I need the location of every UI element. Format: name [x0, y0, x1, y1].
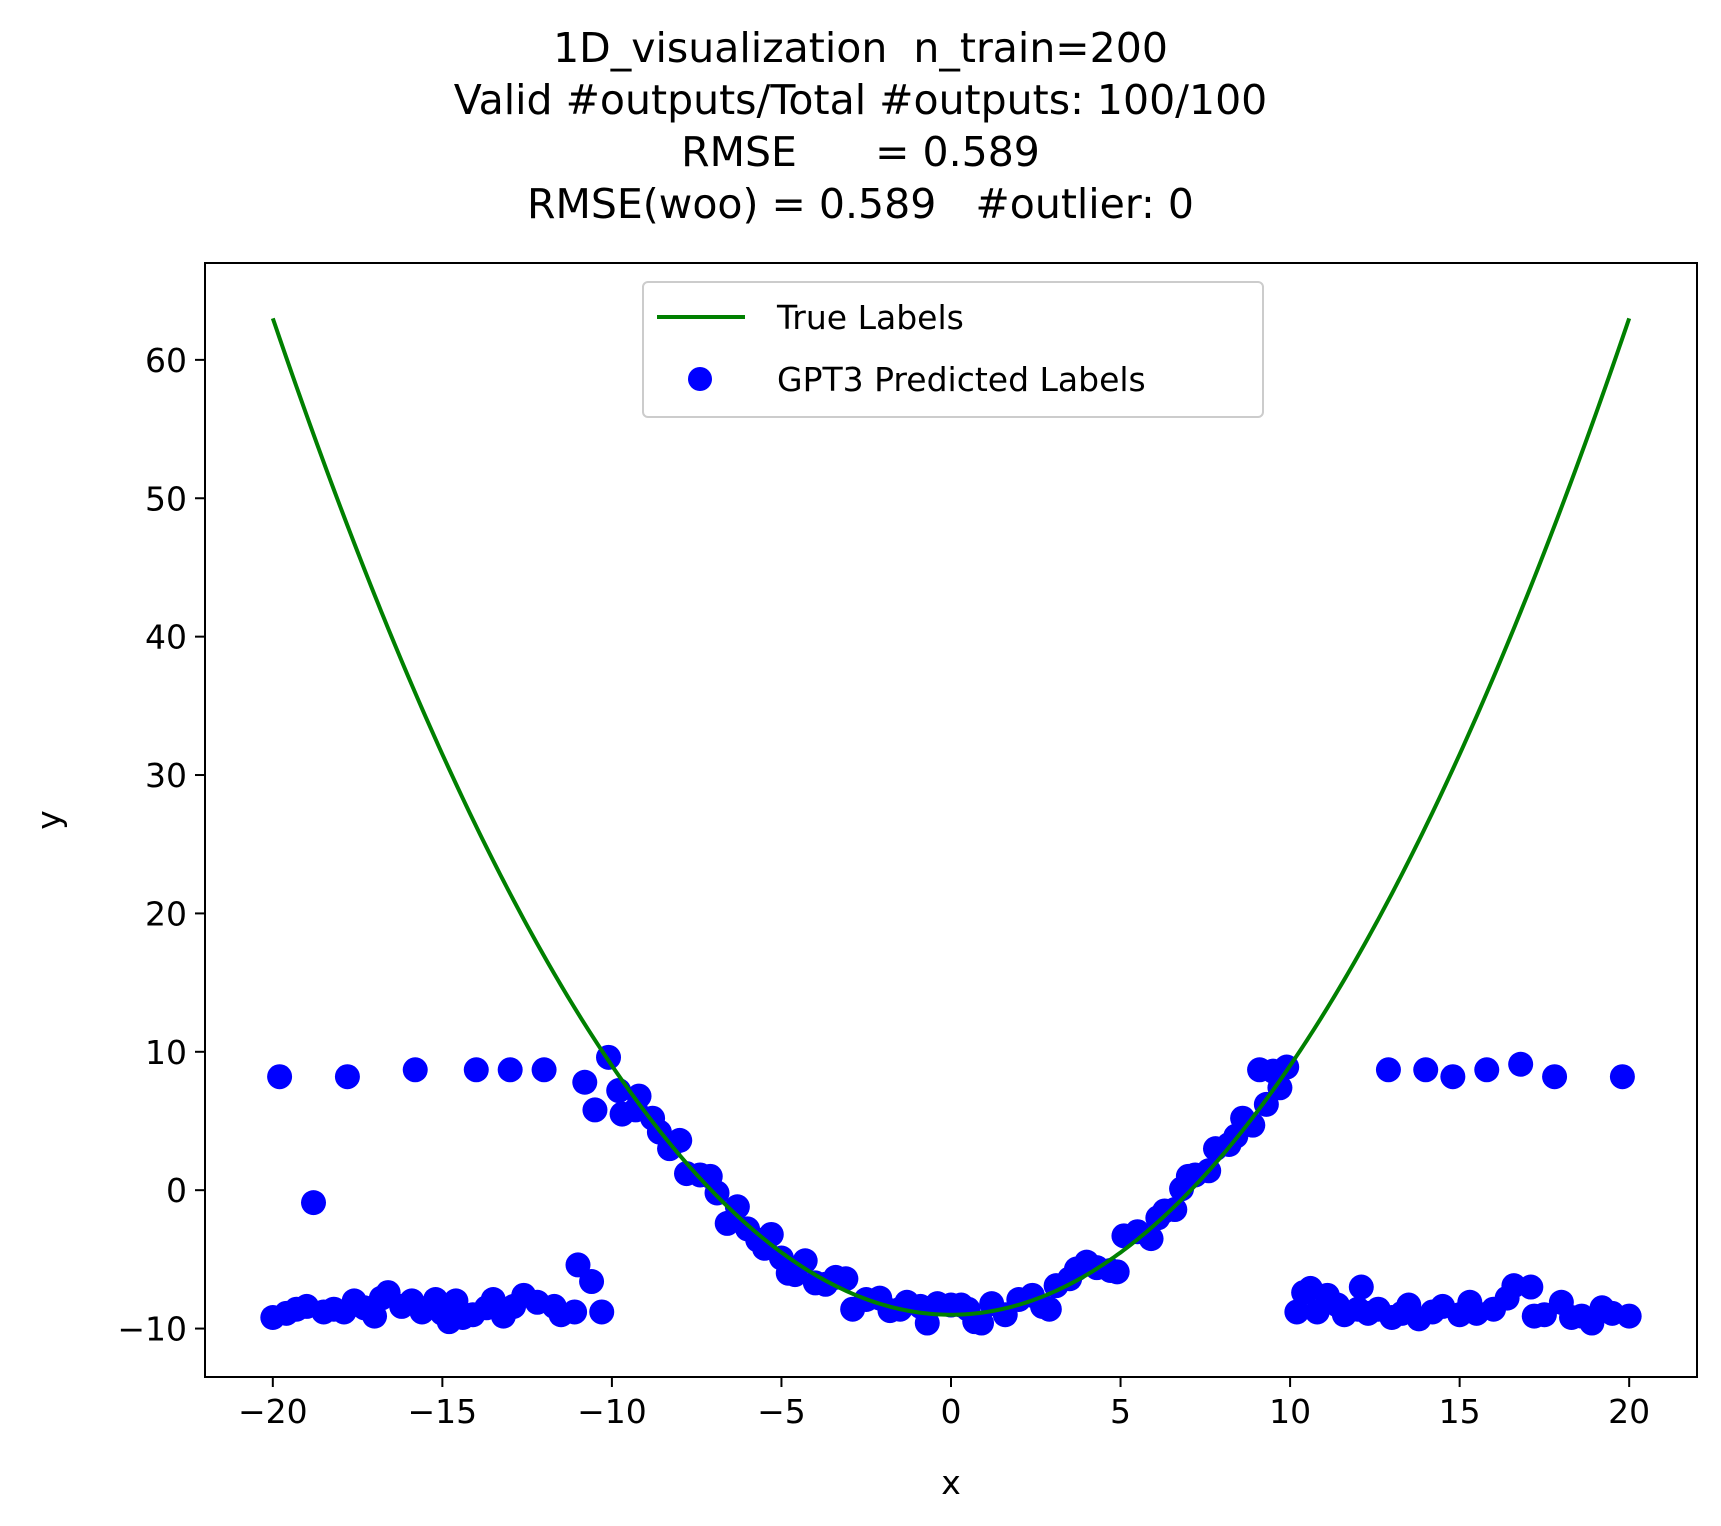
- data-point: [833, 1266, 859, 1292]
- y-tick-label: 30: [145, 756, 187, 795]
- x-axis-label: x: [941, 1463, 961, 1502]
- title-line-4: RMSE(woo) = 0.589 #outlier: 0: [527, 180, 1194, 228]
- data-point: [1036, 1296, 1062, 1322]
- data-point: [1375, 1057, 1401, 1083]
- data-point: [402, 1057, 428, 1083]
- x-tick-label: −20: [238, 1392, 308, 1431]
- data-point: [1440, 1064, 1466, 1090]
- true-labels-line: [270, 317, 1632, 1317]
- y-tick-label: 20: [145, 894, 187, 933]
- data-point: [667, 1127, 693, 1153]
- data-point: [531, 1057, 557, 1083]
- data-point: [267, 1064, 293, 1090]
- data-point: [914, 1310, 940, 1336]
- data-point: [579, 1269, 605, 1295]
- data-point: [1162, 1197, 1188, 1223]
- data-point: [704, 1180, 730, 1206]
- data-point: [1240, 1112, 1266, 1138]
- data-point: [1284, 1299, 1310, 1325]
- data-point: [626, 1083, 652, 1109]
- data-point: [1267, 1075, 1293, 1101]
- x-axis-ticks: −20 −15 −10 −5 0 5 10 15 20: [238, 1377, 1650, 1431]
- title-line-2: Valid #outputs/Total #outputs: 100/100: [453, 76, 1268, 124]
- data-point: [1104, 1259, 1130, 1285]
- plot-frame: [204, 262, 1698, 1378]
- legend-label-gpt3-predicted-labels: GPT3 Predicted Labels: [777, 360, 1146, 399]
- x-tick-label: 20: [1608, 1392, 1650, 1431]
- legend-label-true-labels: True Labels: [776, 298, 964, 337]
- data-point: [334, 1064, 360, 1090]
- title-line-3: RMSE = 0.589: [681, 128, 1040, 176]
- x-tick-label: 0: [941, 1392, 962, 1431]
- data-point: [589, 1299, 615, 1325]
- chart-title: 1D_visualization n_train=200 Valid #outp…: [0, 22, 1721, 230]
- data-point: [1616, 1303, 1642, 1329]
- data-point: [497, 1057, 523, 1083]
- x-tick-label: −5: [757, 1392, 806, 1431]
- data-point: [1348, 1274, 1374, 1300]
- data-point: [1609, 1064, 1635, 1090]
- x-tick-label: −10: [577, 1392, 647, 1431]
- title-line-1: 1D_visualization n_train=200: [553, 24, 1168, 72]
- x-tick-label: 10: [1269, 1392, 1311, 1431]
- y-tick-label: 0: [166, 1171, 187, 1210]
- legend: True Labels GPT3 Predicted Labels: [642, 281, 1264, 418]
- data-point: [1518, 1274, 1544, 1300]
- y-tick-label: 40: [145, 618, 187, 657]
- y-tick-label: −10: [117, 1310, 187, 1349]
- y-tick-label: 10: [145, 1033, 187, 1072]
- legend-marker-swatch: [688, 367, 712, 391]
- data-point: [572, 1069, 598, 1095]
- x-tick-label: −15: [408, 1392, 478, 1431]
- x-tick-label: 15: [1439, 1392, 1481, 1431]
- y-axis-ticks: −10 0 10 20 30 40 50 60: [117, 341, 205, 1349]
- data-point: [463, 1057, 489, 1083]
- data-point: [1413, 1057, 1439, 1083]
- y-tick-label: 50: [145, 479, 187, 518]
- data-point: [582, 1097, 608, 1123]
- data-point: [969, 1310, 995, 1336]
- data-point: [1474, 1057, 1500, 1083]
- data-point: [565, 1252, 591, 1278]
- data-point: [1508, 1051, 1534, 1077]
- data-point: [724, 1194, 750, 1220]
- y-tick-label: 60: [145, 341, 187, 380]
- legend-box: [642, 281, 1264, 418]
- data-point: [562, 1299, 588, 1325]
- data-point: [301, 1190, 327, 1216]
- data-point: [1542, 1064, 1568, 1090]
- x-tick-label: 5: [1110, 1392, 1131, 1431]
- y-axis-label: y: [29, 810, 68, 830]
